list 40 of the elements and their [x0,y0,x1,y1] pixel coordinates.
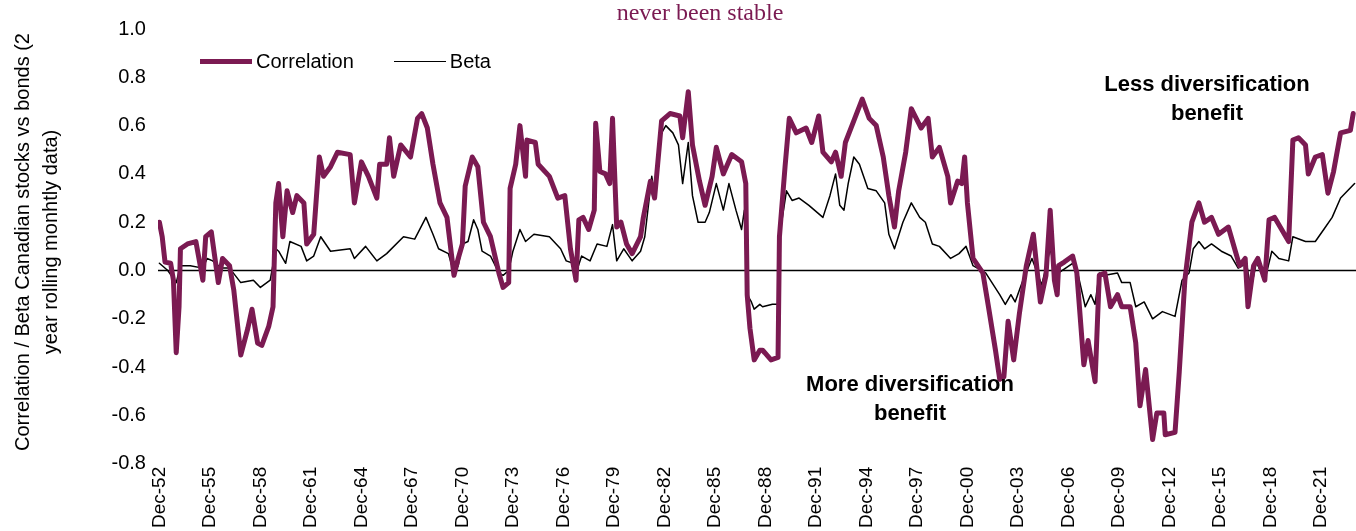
x-tick-label: Dec-73 [501,466,523,528]
x-tick-label: Dec-76 [551,466,573,528]
x-tick-label: Dec-06 [1056,466,1078,528]
y-tick-label: 0.4 [118,161,146,184]
x-tick-label: Dec-70 [450,466,472,528]
x-tick-label: Dec-88 [753,466,775,528]
y-tick-label: -0.4 [111,354,146,377]
x-tick-label: Dec-12 [1157,466,1179,528]
annotation: More diversification benefit [805,370,1015,427]
x-tick-label: Dec-97 [905,466,927,528]
y-tick-label: 0.0 [118,258,146,281]
x-tick-label: Dec-79 [602,466,624,528]
x-tick-label: Dec-00 [955,466,977,528]
y-tick-label: 0.6 [118,113,146,136]
x-tick-label: Dec-91 [804,466,826,528]
x-tick-label: Dec-82 [652,466,674,528]
chart-title: never been stable [615,0,785,25]
x-tick-label: Dec-21 [1309,466,1331,528]
x-tick-label: Dec-55 [198,466,220,528]
x-tick-label: Dec-67 [400,466,422,528]
x-tick-label: Dec-94 [854,466,876,528]
annotation: Less diversification benefit [1103,70,1311,127]
x-tick-label: Dec-52 [147,466,169,528]
legend-label: Beta [449,50,491,73]
y-tick-label: 0.2 [118,209,146,232]
y-axis-title: Correlation / Beta Canadian stocks vs bonds (2 year rolling monhtly data) [10,32,62,453]
x-tick-label: Dec-58 [248,466,270,528]
legend-label: Correlation [256,50,354,73]
y-tick-label: 1.0 [118,16,146,39]
x-tick-label: Dec-18 [1258,466,1280,528]
x-tick-label: Dec-85 [703,466,725,528]
y-tick-label: -0.6 [111,402,146,425]
y-tick-label: 0.8 [118,64,146,87]
y-tick-label: -0.2 [111,306,146,329]
x-tick-label: Dec-64 [349,466,371,528]
y-tick-label: -0.8 [111,451,146,474]
x-tick-label: Dec-03 [1006,466,1028,528]
x-tick-label: Dec-09 [1107,466,1129,528]
x-tick-label: Dec-15 [1208,466,1230,528]
x-tick-label: Dec-61 [299,466,321,528]
